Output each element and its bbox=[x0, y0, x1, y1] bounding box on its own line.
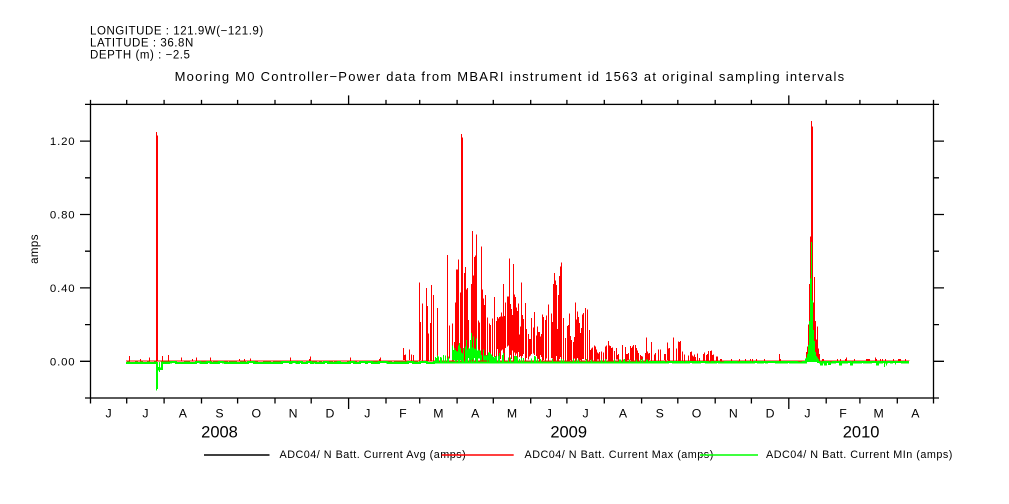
svg-text:ADC04/ N Batt. Current MIn (am: ADC04/ N Batt. Current MIn (amps) bbox=[766, 449, 953, 461]
svg-text:2009: 2009 bbox=[550, 424, 587, 442]
svg-text:S: S bbox=[656, 407, 664, 421]
svg-text:M: M bbox=[433, 407, 443, 421]
svg-text:DEPTH (m) : −2.5: DEPTH (m) : −2.5 bbox=[90, 50, 191, 62]
svg-text:LATITUDE : 36.8N: LATITUDE : 36.8N bbox=[90, 38, 194, 50]
svg-text:J: J bbox=[142, 407, 148, 421]
svg-text:ADC04/ N Batt. Current Avg (am: ADC04/ N Batt. Current Avg (amps) bbox=[280, 449, 467, 461]
svg-text:2010: 2010 bbox=[843, 424, 880, 442]
svg-text:ADC04/ N Batt. Current Max (am: ADC04/ N Batt. Current Max (amps) bbox=[525, 449, 714, 461]
svg-text:amps: amps bbox=[29, 234, 41, 264]
svg-text:0.00: 0.00 bbox=[50, 356, 76, 368]
svg-text:M: M bbox=[507, 407, 517, 421]
svg-text:J: J bbox=[546, 407, 552, 421]
svg-text:J: J bbox=[106, 407, 112, 421]
svg-text:D: D bbox=[766, 407, 775, 421]
svg-text:N: N bbox=[289, 407, 298, 421]
svg-text:J: J bbox=[364, 407, 370, 421]
svg-text:1.20: 1.20 bbox=[50, 136, 76, 148]
svg-text:0.80: 0.80 bbox=[50, 210, 76, 222]
svg-text:F: F bbox=[399, 407, 407, 421]
svg-text:A: A bbox=[911, 407, 920, 421]
svg-text:F: F bbox=[839, 407, 847, 421]
svg-text:M: M bbox=[873, 407, 883, 421]
svg-text:A: A bbox=[471, 407, 480, 421]
svg-text:N: N bbox=[729, 407, 738, 421]
svg-text:A: A bbox=[619, 407, 628, 421]
svg-text:LONGITUDE : 121.9W(−121.9): LONGITUDE : 121.9W(−121.9) bbox=[90, 26, 264, 38]
svg-text:D: D bbox=[325, 407, 334, 421]
svg-text:A: A bbox=[179, 407, 188, 421]
svg-text:2008: 2008 bbox=[201, 424, 238, 442]
svg-text:S: S bbox=[215, 407, 223, 421]
svg-text:Mooring M0 Controller−Power da: Mooring M0 Controller−Power data from MB… bbox=[175, 69, 846, 84]
svg-text:0.40: 0.40 bbox=[50, 283, 76, 295]
svg-text:J: J bbox=[583, 407, 589, 421]
svg-text:O: O bbox=[692, 407, 702, 421]
svg-text:O: O bbox=[252, 407, 262, 421]
svg-text:J: J bbox=[804, 407, 810, 421]
